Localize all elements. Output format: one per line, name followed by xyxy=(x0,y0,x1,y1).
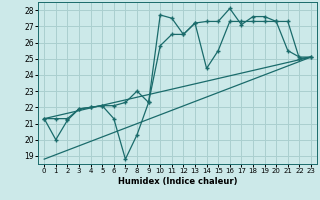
X-axis label: Humidex (Indice chaleur): Humidex (Indice chaleur) xyxy=(118,177,237,186)
